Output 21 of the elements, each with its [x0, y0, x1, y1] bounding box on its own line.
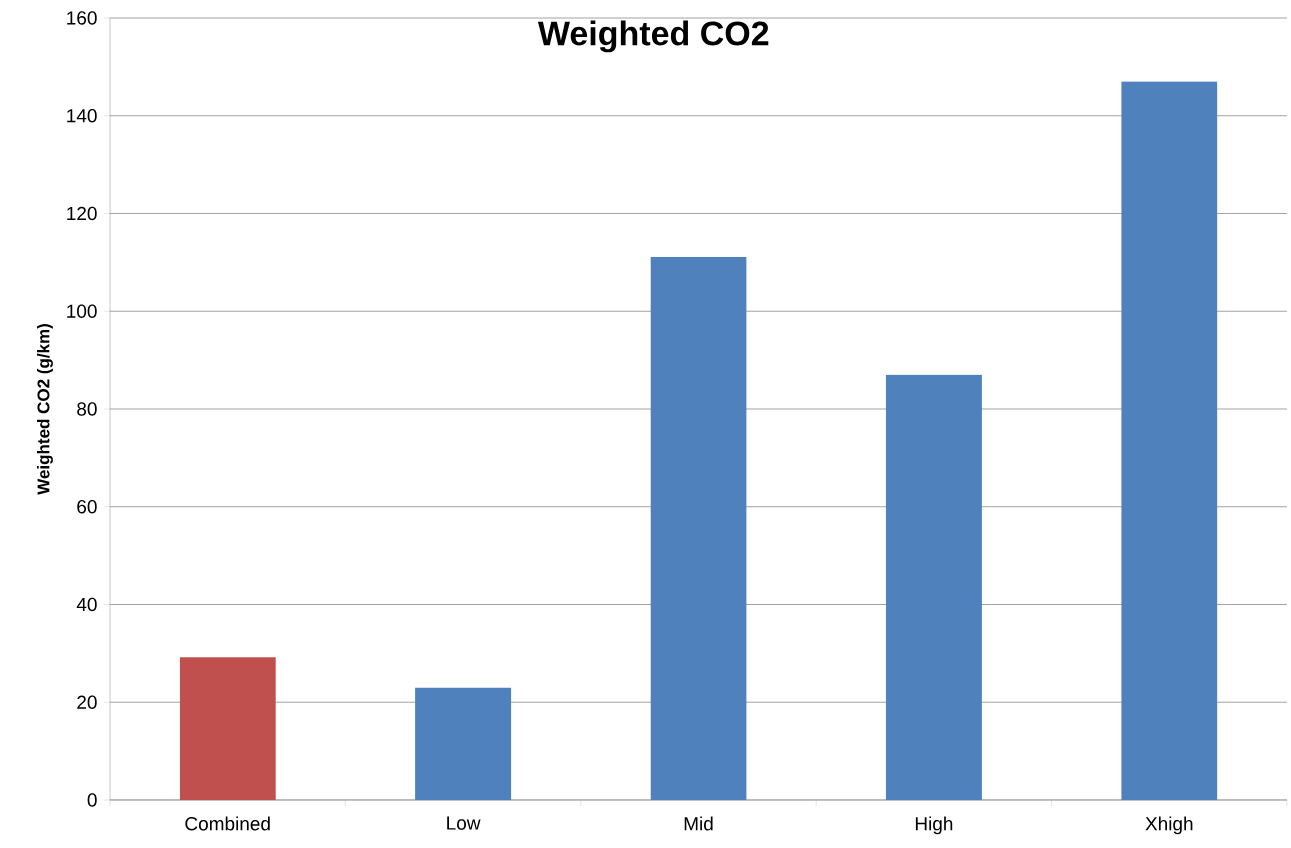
- x-tick-label: Low: [447, 816, 481, 830]
- y-tick-label: 60: [77, 500, 97, 514]
- x-tick-label: Combined: [185, 816, 270, 831]
- x-tick-label: Xhigh: [1145, 816, 1193, 835]
- bar: [650, 256, 747, 800]
- bar: [885, 374, 982, 800]
- bar: [415, 687, 512, 800]
- y-tick-label: 100: [67, 304, 97, 318]
- y-tick-label: 120: [67, 206, 97, 221]
- x-tick-label: High: [915, 816, 953, 835]
- y-tick-label: 40: [76, 597, 97, 612]
- y-tick-label: 140: [67, 109, 97, 123]
- y-tick-label: 20: [77, 695, 97, 709]
- chart-title: Weighted CO2: [537, 20, 769, 53]
- y-tick-label: 0: [87, 793, 97, 807]
- bar: [1121, 81, 1218, 800]
- x-tick-label: Mid: [684, 816, 713, 831]
- y-axis-title: Weighted CO2 (g/km): [37, 324, 53, 495]
- y-tick-label: 80: [77, 402, 97, 416]
- y-tick-label: 160: [67, 11, 97, 25]
- bar: [179, 657, 276, 800]
